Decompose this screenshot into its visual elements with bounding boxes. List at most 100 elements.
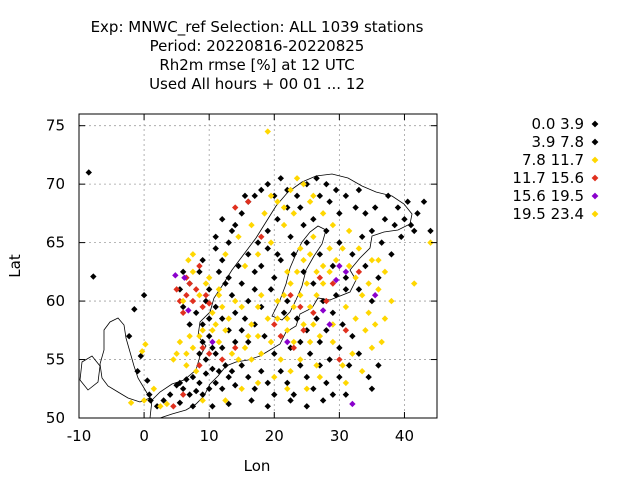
data-point-series-4: [342, 327, 350, 334]
data-point-series-1: [271, 350, 278, 357]
data-point-series-1: [271, 391, 278, 398]
data-point-series-1: [146, 391, 153, 398]
data-point-series-1: [238, 280, 245, 287]
data-point-series-3: [284, 315, 291, 322]
data-point-series-3: [329, 338, 337, 346]
data-point-series-1: [297, 204, 304, 211]
data-point-series-5: [332, 276, 340, 284]
data-point-series-2: [176, 286, 184, 293]
data-point-series-1: [332, 186, 340, 194]
data-point-series-4: [202, 292, 210, 299]
data-point-series-1: [352, 204, 359, 211]
data-point-series-1: [209, 344, 216, 352]
data-point-series-3: [241, 344, 249, 352]
data-point-series-2: [287, 397, 294, 404]
data-point-series-1: [225, 274, 232, 281]
data-point-series-1: [336, 344, 343, 352]
data-point-series-1: [342, 391, 350, 398]
data-point-series-1: [166, 391, 174, 398]
data-point-series-3: [313, 292, 320, 299]
data-point-series-1: [365, 373, 372, 381]
x-tick-label: -10: [67, 427, 92, 445]
data-point-series-3: [202, 280, 210, 287]
data-point-series-1: [284, 379, 291, 387]
data-point-series-2: [192, 309, 200, 316]
data-point-series-6: [303, 385, 311, 392]
data-point-series-3: [254, 251, 262, 258]
data-point-series-1: [310, 385, 317, 392]
y-tick-label: 75: [46, 117, 65, 135]
data-point-series-3: [293, 268, 301, 276]
data-point-series-3: [306, 338, 314, 346]
data-point-series-3: [280, 292, 288, 299]
data-point-series-3: [209, 327, 216, 334]
data-point-series-1: [323, 379, 330, 387]
data-point-series-3: [222, 397, 229, 404]
data-point-series-1: [199, 338, 206, 346]
data-point-series-1: [349, 251, 356, 258]
data-point-series-1: [238, 327, 245, 334]
data-point-series-6: [297, 245, 304, 252]
data-point-series-2: [264, 403, 271, 410]
data-point-series-1: [310, 280, 317, 287]
data-point-series-1: [391, 221, 398, 229]
data-point-series-2: [358, 233, 366, 240]
data-point-series-1: [205, 385, 213, 392]
data-point-series-6: [212, 321, 219, 328]
data-point-series-1: [297, 362, 304, 369]
data-point-series-3: [375, 286, 382, 293]
data-point-series-1: [212, 233, 219, 240]
legend: 0.0 3.93.9 7.87.8 11.711.7 15.615.6 19.5…: [512, 115, 599, 223]
data-point-series-6: [179, 297, 187, 305]
data-point-series-3: [411, 280, 418, 287]
data-point-series-1: [323, 227, 330, 235]
data-point-series-4: [329, 280, 337, 287]
data-point-series-3: [300, 256, 307, 264]
data-point-series-6: [189, 251, 197, 258]
data-point-series-1: [225, 239, 232, 246]
data-point-series-1: [316, 338, 324, 346]
data-point-series-1: [225, 373, 232, 381]
data-point-series-1: [245, 338, 252, 346]
data-point-series-5: [319, 307, 327, 314]
y-tick-label: 60: [46, 292, 65, 310]
data-point-series-6: [254, 332, 262, 340]
data-point-series-4: [232, 204, 239, 211]
data-point-series-6: [205, 274, 213, 281]
data-point-series-4: [271, 321, 278, 328]
data-point-series-1: [251, 286, 258, 293]
data-point-series-1: [258, 262, 265, 270]
data-point-series-6: [316, 373, 324, 381]
coast-uk: [99, 317, 151, 403]
data-point-series-3: [287, 186, 294, 194]
data-point-series-3: [238, 303, 245, 311]
data-point-series-1: [196, 268, 203, 276]
data-point-series-6: [185, 256, 192, 264]
data-point-series-3: [355, 245, 363, 252]
data-point-series-3: [280, 221, 288, 229]
data-point-series-1: [199, 321, 206, 328]
legend-label-6: 19.5 23.4: [512, 205, 584, 223]
data-point-series-6: [319, 210, 327, 217]
data-point-series-3: [254, 303, 262, 311]
data-point-series-3: [248, 221, 255, 229]
data-point-series-1: [140, 292, 148, 299]
data-point-series-5: [181, 274, 188, 281]
data-point-series-6: [358, 368, 366, 375]
data-point-series-3: [352, 274, 359, 281]
data-point-series-3: [332, 256, 340, 264]
data-point-series-6: [176, 338, 184, 346]
title-line-3: Rh2m rmse [%] at 12 UTC: [159, 56, 354, 74]
data-point-series-6: [310, 233, 317, 240]
data-point-series-1: [420, 198, 428, 205]
data-point-series-2: [241, 315, 249, 322]
data-point-series-5: [349, 400, 356, 408]
data-point-series-3: [215, 292, 223, 299]
data-point-series-3: [284, 327, 291, 334]
data-point-series-3: [183, 350, 190, 357]
data-point-series-4: [300, 327, 307, 334]
data-point-series-3: [388, 297, 395, 305]
data-point-series-1: [196, 350, 203, 357]
data-point-series-1: [232, 382, 239, 389]
